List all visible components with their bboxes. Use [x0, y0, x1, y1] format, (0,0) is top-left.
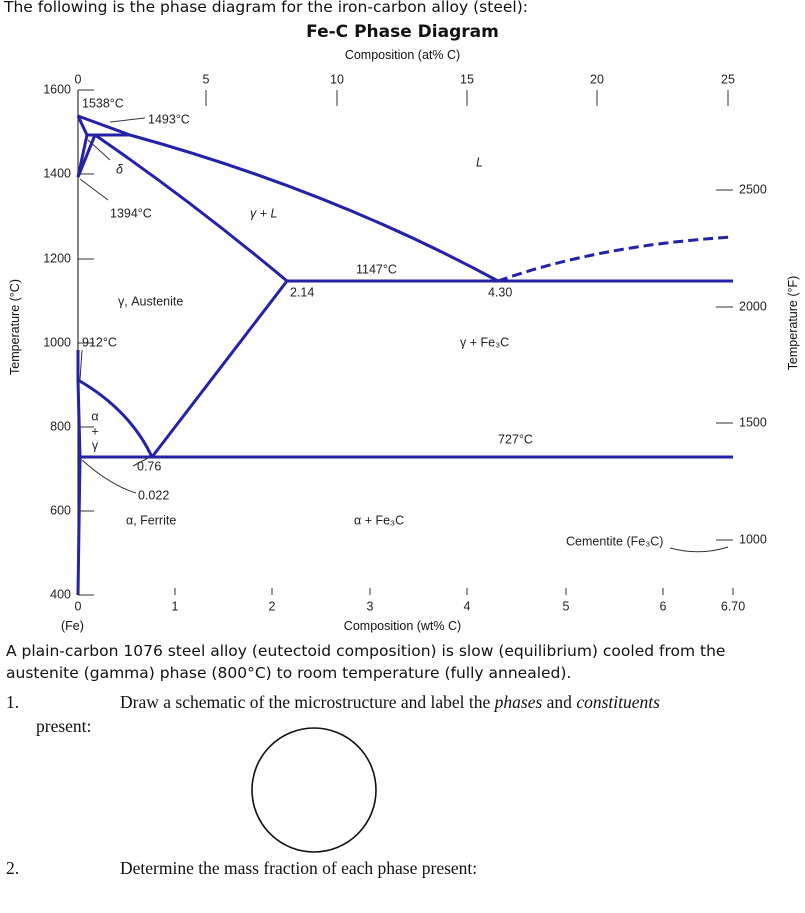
leader	[132, 456, 151, 467]
bottom-axis-label: Composition (wt% C)	[343, 619, 462, 633]
top-tick-label: 10	[330, 72, 344, 86]
phase-diagram: 1538°C 1493°C δ 1394°C γ + L L 1147°C 2.14 4.30 γ…	[43, 72, 767, 613]
leader	[87, 139, 111, 161]
y-tick-label: 1000	[43, 335, 71, 349]
y-tick-label: 600	[50, 503, 71, 517]
y-tick-label: 1400	[43, 166, 71, 180]
annotation: L	[476, 155, 483, 169]
annotation: γ + Fe₃C	[460, 335, 509, 349]
annotation: +	[91, 424, 98, 438]
problem: A plain-carbon 1076 steel alloy (eutecto…	[6, 642, 726, 682]
ticks: 0 1 2 3 4 5 6 6.70 0 5 10 15 20 25 1600 1400 1200 1000 800…	[43, 72, 767, 613]
y2-tick-label: 2500	[739, 182, 767, 196]
annotation: γ, Austenite	[118, 294, 183, 308]
annotation: 1394°C	[110, 206, 152, 220]
question-text: Draw a schematic of the microstructure a…	[120, 692, 660, 713]
top-tick-label: 25	[721, 72, 735, 86]
annotation: 1538°C	[82, 96, 124, 110]
leader	[669, 546, 729, 553]
solidus	[94, 133, 288, 283]
x-tick-label: 2	[269, 599, 276, 613]
annotation: 727°C	[498, 432, 533, 446]
y-tick-label: 800	[50, 419, 71, 433]
liquidus-delta	[77, 114, 131, 137]
x-tick-label: 6	[660, 599, 667, 613]
text: Draw a schematic of the microstructure a…	[120, 692, 495, 712]
annotation: 1147°C	[356, 262, 397, 276]
top-tick-label: 5	[203, 72, 210, 86]
intro: The following is the phase diagram for t…	[4, 0, 528, 16]
annotation: γ	[92, 438, 99, 452]
question-text: Determine the mass fraction of each phas…	[120, 858, 478, 878]
x-tick-label: 0	[75, 599, 82, 613]
question-number: 1.	[6, 692, 20, 712]
annotation: 0.022	[138, 488, 169, 502]
text: and	[542, 692, 577, 712]
leader	[79, 178, 109, 201]
text: phases	[494, 692, 543, 712]
annotation: 2.14	[290, 285, 314, 299]
annotation: δ	[116, 162, 124, 176]
annotation: 0.76	[137, 459, 161, 473]
x-tick-label: 6.70	[721, 599, 745, 613]
microstructure-circle	[251, 727, 377, 853]
annotation: 1493°C	[148, 112, 190, 126]
leader	[109, 117, 146, 123]
x-tick-label: 3	[367, 599, 374, 613]
x-tick-label: 5	[563, 599, 570, 613]
a3-line	[76, 350, 154, 458]
annotation: 912°C	[82, 335, 117, 349]
alpha-solvus	[76, 379, 82, 596]
text: constituents	[576, 692, 660, 712]
cementite-liquidus	[497, 235, 734, 283]
y-tick-label: 1600	[43, 82, 71, 96]
annotation: α, Ferrite	[126, 513, 176, 527]
question-continuation: present:	[36, 716, 92, 736]
bottom-note: (Fe)	[61, 619, 84, 633]
top-tick-label: 0	[75, 72, 82, 86]
annotation: α	[91, 409, 98, 423]
top-tick-label: 20	[590, 72, 604, 86]
y-tick-label: 400	[50, 587, 71, 601]
annotation: Cementite (Fe₃C)	[566, 534, 663, 548]
x-tick-label: 4	[464, 599, 471, 613]
leader	[81, 459, 137, 494]
y2-tick-label: 1500	[739, 415, 767, 429]
annotations: 1538°C 1493°C δ 1394°C γ + L L 1147°C 2.14 4.30 γ…	[82, 96, 663, 548]
question-number: 2.	[6, 858, 20, 878]
top-tick-label: 15	[460, 72, 474, 86]
right-axis-label: Temperature (°F)	[786, 275, 800, 371]
leader	[79, 349, 83, 381]
left-axis-label: Temperature (°C)	[8, 279, 22, 375]
y2-tick-label: 1000	[739, 532, 767, 546]
acm-line	[150, 280, 289, 458]
x-tick-label: 1	[172, 599, 179, 613]
gamma-boundary	[76, 134, 97, 178]
y-tick-label: 1200	[43, 251, 71, 265]
top-axis-label: Composition (at% C)	[344, 48, 461, 62]
y2-tick-label: 2000	[739, 299, 767, 313]
diagram-title: Fe-C Phase Diagram	[306, 22, 499, 42]
annotation: 4.30	[488, 285, 512, 299]
liquidus-gamma	[129, 133, 499, 283]
annotation: γ + L	[250, 206, 277, 220]
annotation: α + Fe₃C	[354, 513, 404, 527]
